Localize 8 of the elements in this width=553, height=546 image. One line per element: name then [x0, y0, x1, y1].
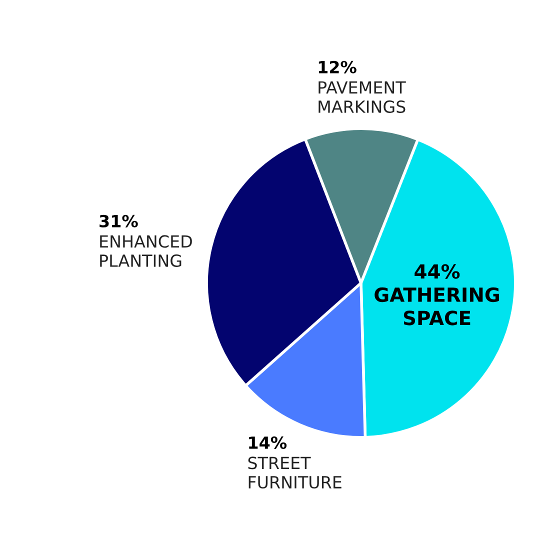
- slice-label: PAVEMENT MARKINGS: [318, 81, 406, 114]
- data-label: 12%: [318, 60, 356, 74]
- data-label: 14%: [249, 436, 287, 449]
- data-label: 44%: [414, 264, 460, 279]
- slice-label: GATHERING SPACE: [374, 287, 499, 326]
- slice-label: STREET FURNITURE: [248, 456, 342, 489]
- data-label: 31%: [100, 214, 138, 228]
- slice-label: ENHANCED PLANTING: [100, 235, 192, 268]
